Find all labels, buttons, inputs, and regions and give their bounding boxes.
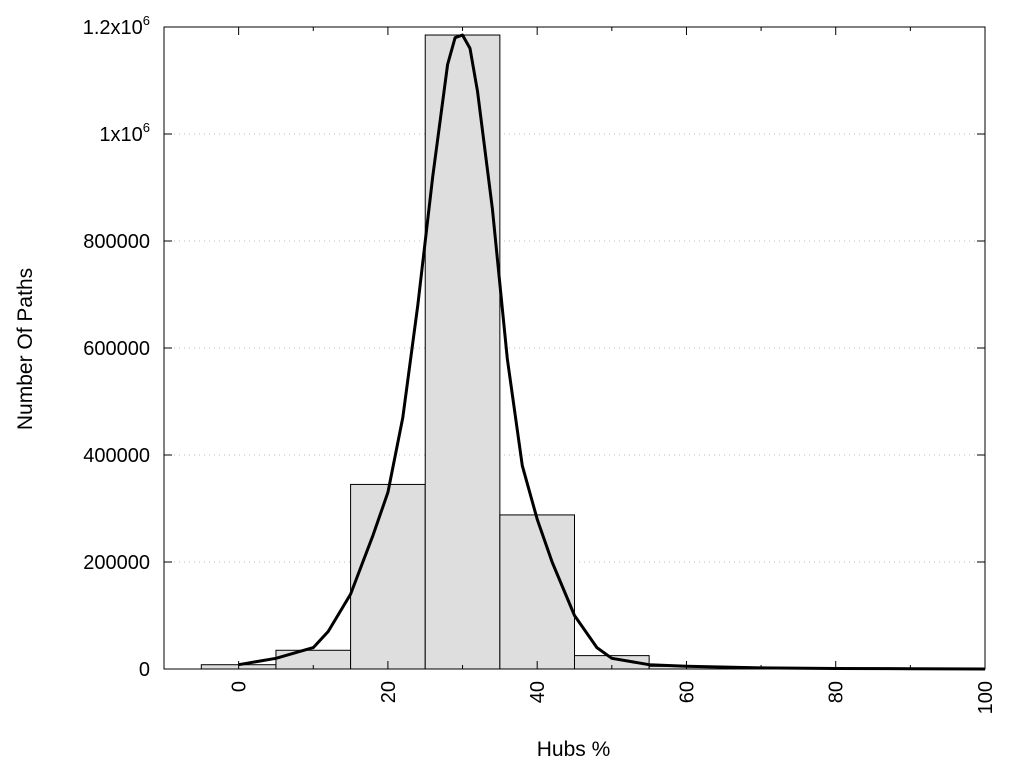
y-tick-label: 1.2x106 (83, 13, 150, 39)
fit-curve-layer (238, 33, 986, 671)
x-tick-label: 60 (676, 681, 698, 703)
y-tick-label: 200000 (83, 552, 150, 574)
histogram-bar (499, 514, 576, 670)
x-tick-label: 20 (378, 681, 400, 703)
y-tick-label: 1x106 (99, 120, 150, 146)
x-tick-label: 0 (229, 681, 251, 692)
y-tick-label: 800000 (83, 231, 150, 253)
histogram-bars (200, 34, 949, 670)
y-tick-label: 0 (139, 659, 150, 681)
y-axis-title: Number Of Paths (14, 268, 37, 430)
x-axis-title: Hubs % (537, 738, 611, 761)
y-tick-labels: 0 200000 400000 600000 800000 1x106 1.2x106 (83, 13, 150, 681)
histogram-bar (350, 483, 426, 670)
gridlines (164, 26, 985, 563)
x-tick-label: 100 (975, 681, 997, 714)
fit-curve-line (238, 33, 986, 671)
y-tick-label: 600000 (83, 338, 150, 360)
x-tick-label: 80 (826, 681, 848, 703)
y-tick-label: 400000 (83, 445, 150, 467)
histogram-bar (424, 34, 501, 670)
plot-frame (163, 26, 986, 670)
x-tick-labels: 0 20 40 60 80 100 (229, 681, 997, 714)
x-tick-label: 40 (527, 681, 549, 703)
